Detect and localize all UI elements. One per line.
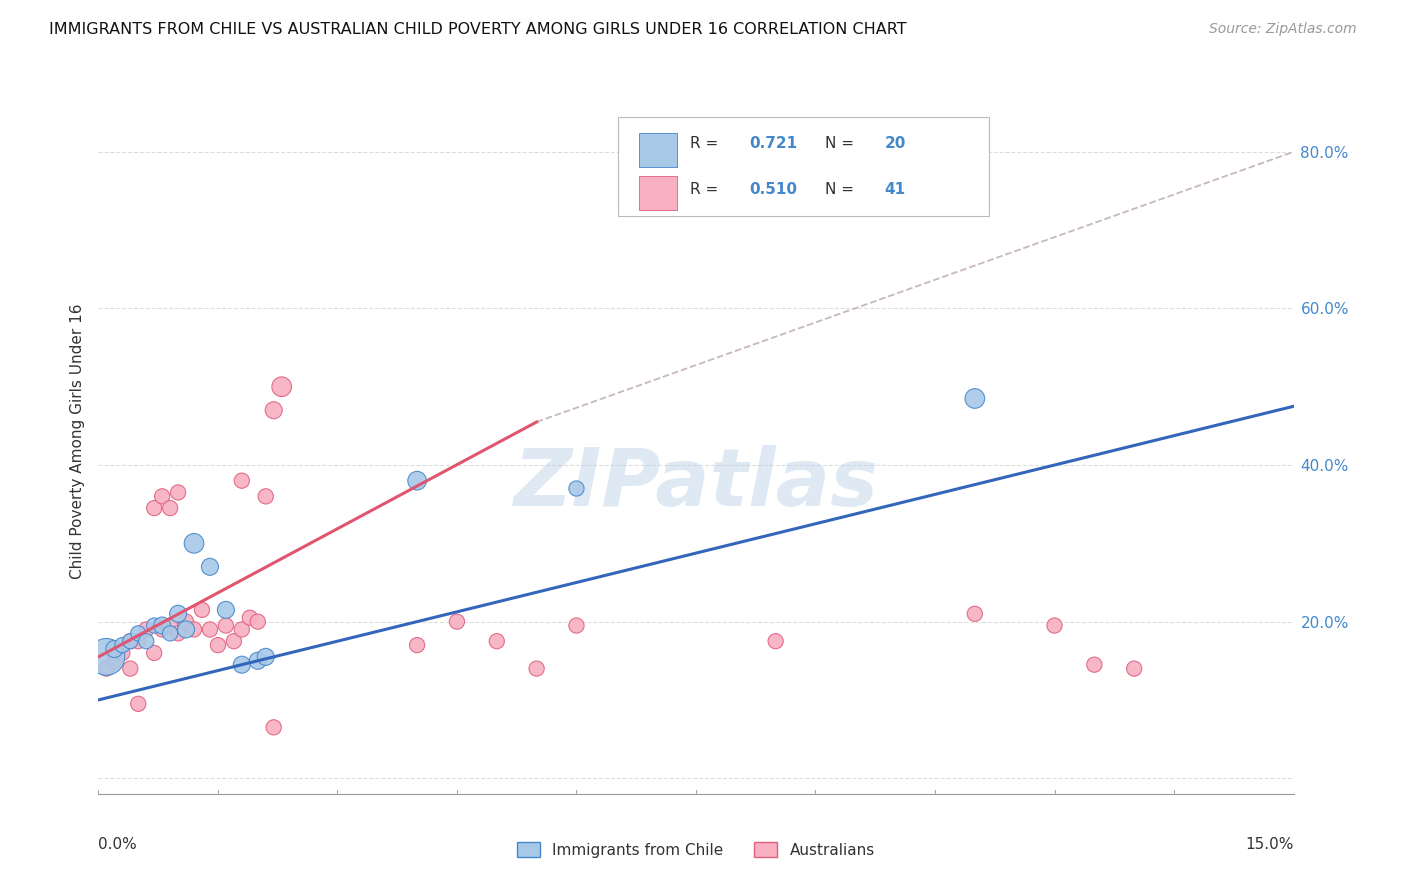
Point [198,559,221,574]
Point [96,662,118,676]
Text: 0.510: 0.510 [749,182,797,197]
Point [135,634,157,648]
Text: 0.0%: 0.0% [98,837,138,852]
Point [183,536,205,550]
Point [765,634,787,648]
Point [111,646,134,660]
Point [231,474,253,488]
Point [120,634,142,648]
Point [246,615,269,629]
Point [1043,618,1066,632]
Point [485,634,508,648]
Point [96,649,118,664]
Point [231,657,253,672]
Legend: Immigrants from Chile, Australians: Immigrants from Chile, Australians [512,836,880,863]
Point [406,638,429,652]
Point [111,638,134,652]
Point [254,649,277,664]
FancyBboxPatch shape [638,177,676,210]
Point [565,618,588,632]
Point [127,697,149,711]
Text: IMMIGRANTS FROM CHILE VS AUSTRALIAN CHILD POVERTY AMONG GIRLS UNDER 16 CORRELATI: IMMIGRANTS FROM CHILE VS AUSTRALIAN CHIL… [49,22,907,37]
Y-axis label: Child Poverty Among Girls Under 16: Child Poverty Among Girls Under 16 [69,304,84,579]
Text: R =: R = [690,182,723,197]
Point [120,634,142,648]
Point [446,615,468,629]
Point [150,618,173,632]
Point [565,482,588,496]
Point [183,623,205,637]
Text: N =: N = [825,136,859,152]
Point [167,607,190,621]
Point [963,607,986,621]
Point [174,623,197,637]
Point [159,618,181,632]
Point [159,626,181,640]
Point [270,380,292,394]
Text: ZIPatlas: ZIPatlas [513,445,879,523]
Point [215,618,238,632]
Text: 0.721: 0.721 [749,136,797,152]
Point [1083,657,1105,672]
Point [174,615,197,629]
Point [215,603,238,617]
Point [103,642,125,657]
Text: 41: 41 [884,182,905,197]
Text: N =: N = [825,182,859,197]
FancyBboxPatch shape [619,118,988,216]
Point [263,720,285,734]
Point [150,489,173,503]
Point [198,623,221,637]
Point [135,623,157,637]
Point [1123,662,1146,676]
Point [246,654,269,668]
Point [406,474,429,488]
Point [167,485,190,500]
Text: 15.0%: 15.0% [1246,837,1294,852]
Text: 20: 20 [884,136,907,152]
Point [103,654,125,668]
Point [526,662,548,676]
Point [159,501,181,516]
Text: Source: ZipAtlas.com: Source: ZipAtlas.com [1209,22,1357,37]
Point [963,392,986,406]
Point [191,603,214,617]
Point [207,638,229,652]
Point [143,501,166,516]
Point [239,610,262,624]
Point [120,662,142,676]
Point [222,634,245,648]
Text: R =: R = [690,136,723,152]
Point [231,623,253,637]
Point [167,626,190,640]
Point [263,403,285,417]
Point [150,623,173,637]
Point [143,618,166,632]
Point [143,646,166,660]
Point [127,626,149,640]
Point [127,634,149,648]
FancyBboxPatch shape [638,133,676,167]
Point [254,489,277,503]
